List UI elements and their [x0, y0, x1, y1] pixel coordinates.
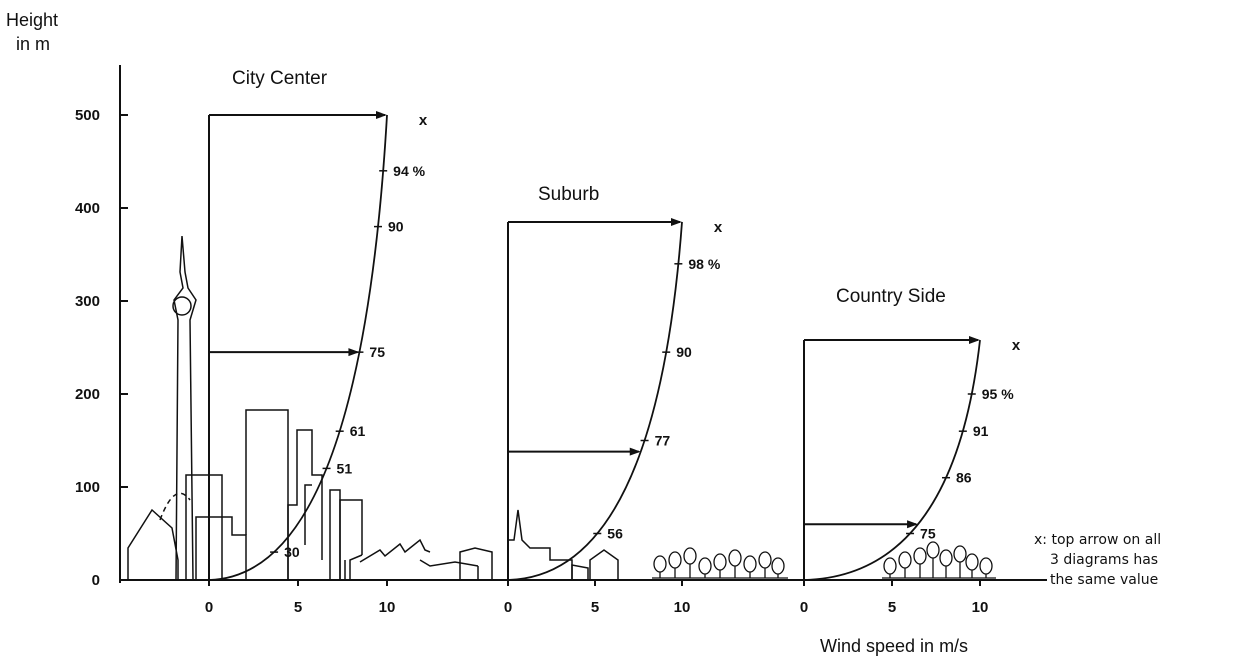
arrow-head	[348, 348, 360, 357]
note-line-1: x: top arrow on all	[1034, 532, 1161, 548]
percent-label: 75	[369, 344, 385, 360]
x-tick-label: 10	[674, 599, 691, 616]
y-tick-label: 500	[75, 107, 100, 124]
top-arrow-marker: x	[1012, 337, 1021, 354]
city-skyline-illustration	[127, 235, 493, 581]
arrow-head	[907, 520, 919, 529]
y-tick-label: 0	[92, 572, 100, 589]
wind-profile-curve	[208, 114, 388, 581]
percent-label: 90	[388, 219, 404, 235]
arrow-head	[969, 336, 980, 345]
percent-label: 77	[655, 433, 671, 449]
x-tick-label: 5	[591, 599, 599, 616]
y-axis-label-line2: in m	[16, 34, 50, 54]
y-tick-label: 300	[75, 293, 100, 310]
suburb-landscape-illustration	[507, 509, 788, 580]
x-axis-label: Wind speed in m/s	[820, 636, 968, 656]
y-tick-label: 200	[75, 386, 100, 403]
x-tick-label: 0	[800, 599, 808, 616]
percent-label: 30	[284, 544, 300, 560]
percent-label: 91	[973, 423, 989, 439]
x-tick-label: 10	[379, 599, 396, 616]
arrow-head	[629, 447, 641, 456]
note-line-3: the same value	[1050, 572, 1158, 588]
top-arrow-marker: x	[714, 219, 723, 236]
percent-label: 56	[607, 526, 623, 542]
top-arrow-marker: x	[419, 112, 428, 129]
arrow-head	[376, 111, 387, 119]
wind-profile-curve	[803, 339, 981, 581]
percent-label: 98 %	[688, 256, 720, 272]
x-axis-ticks: 0 5 10 0 5 10 0 5 10	[205, 580, 989, 616]
x-tick-label: 0	[205, 599, 213, 616]
percent-label: 95 %	[982, 386, 1014, 402]
percent-label: 51	[337, 460, 353, 476]
y-axis-ticks: 0 100 200 300 400 500	[75, 107, 128, 589]
arrow-head	[671, 217, 682, 226]
y-tick-label: 100	[75, 479, 100, 496]
note-line-2: 3 diagrams has	[1050, 552, 1158, 568]
x-tick-label: 5	[294, 599, 302, 616]
panel-country-side: x 95 % 91 86 75	[803, 336, 1021, 581]
panel-title-city-center: City Center	[232, 68, 328, 89]
y-axis-label-line1: Height	[6, 10, 58, 30]
panel-suburb: x 98 % 90 77 56	[507, 217, 723, 581]
percent-label: 86	[956, 470, 972, 486]
x-tick-label: 5	[888, 599, 896, 616]
percent-label: 94 %	[393, 163, 425, 179]
percent-label: 61	[350, 423, 366, 439]
wind-profile-curve	[507, 221, 683, 581]
x-tick-label: 10	[972, 599, 989, 616]
panel-title-suburb: Suburb	[538, 184, 599, 205]
percent-label: 90	[676, 344, 692, 360]
y-tick-label: 400	[75, 200, 100, 217]
panel-title-country-side: Country Side	[836, 286, 946, 307]
percent-label: 75	[920, 526, 936, 542]
x-tick-label: 0	[504, 599, 512, 616]
country-landscape-illustration	[882, 541, 996, 579]
panel-city-center: x 94 % 90 75 61 51 30	[208, 111, 428, 581]
